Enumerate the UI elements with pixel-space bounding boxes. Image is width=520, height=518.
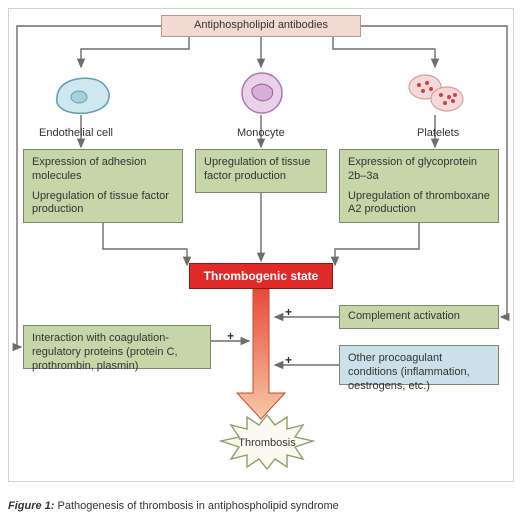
thrombosis-starburst: Thrombosis <box>217 411 317 476</box>
coagulation-regulatory-box: Interaction with coagulation-regulatory … <box>23 325 211 369</box>
endothelial-effects-line2: Upregulation of tissue factor production <box>32 190 174 218</box>
platelets-icon <box>405 69 469 117</box>
other-procoagulant-box: Other procoagulant conditions (inflammat… <box>339 345 499 385</box>
plus-label: + <box>285 353 292 367</box>
thrombogenic-state-box: Thrombogenic state <box>189 263 333 289</box>
platelets-effects-box: Expression of glycoprotein 2b–3a Upregul… <box>339 149 499 223</box>
monocyte-label: Monocyte <box>237 127 285 139</box>
figure-caption-text: Pathogenesis of thrombosis in antiphosph… <box>54 500 338 512</box>
diagram-canvas: + + + Antiphospholipid antibodies Endoth… <box>8 8 514 482</box>
platelets-label: Platelets <box>417 127 459 139</box>
endothelial-cell-icon <box>53 69 113 117</box>
endothelial-effects-box: Expression of adhesion molecules Upregul… <box>23 149 183 223</box>
thrombosis-label: Thrombosis <box>238 437 296 449</box>
platelets-effects-line2: Upregulation of thromboxane A2 productio… <box>348 190 490 218</box>
monocyte-icon <box>237 69 287 117</box>
plus-label: + <box>285 305 292 319</box>
plus-label: + <box>227 329 234 343</box>
endothelial-effects-line1: Expression of adhesion molecules <box>32 156 174 184</box>
thrombogenic-arrow-icon <box>237 289 285 419</box>
figure-caption-lead: Figure 1: <box>8 500 54 512</box>
complement-activation-box: Complement activation <box>339 305 499 329</box>
endothelial-label: Endothelial cell <box>39 127 113 139</box>
figure-caption: Figure 1: Pathogenesis of thrombosis in … <box>8 500 339 512</box>
platelets-effects-line1: Expression of glycoprotein 2b–3a <box>348 156 490 184</box>
monocyte-effects-box: Upregulation of tissue factor production <box>195 149 327 193</box>
antiphospholipid-box: Antiphospholipid antibodies <box>161 15 361 37</box>
